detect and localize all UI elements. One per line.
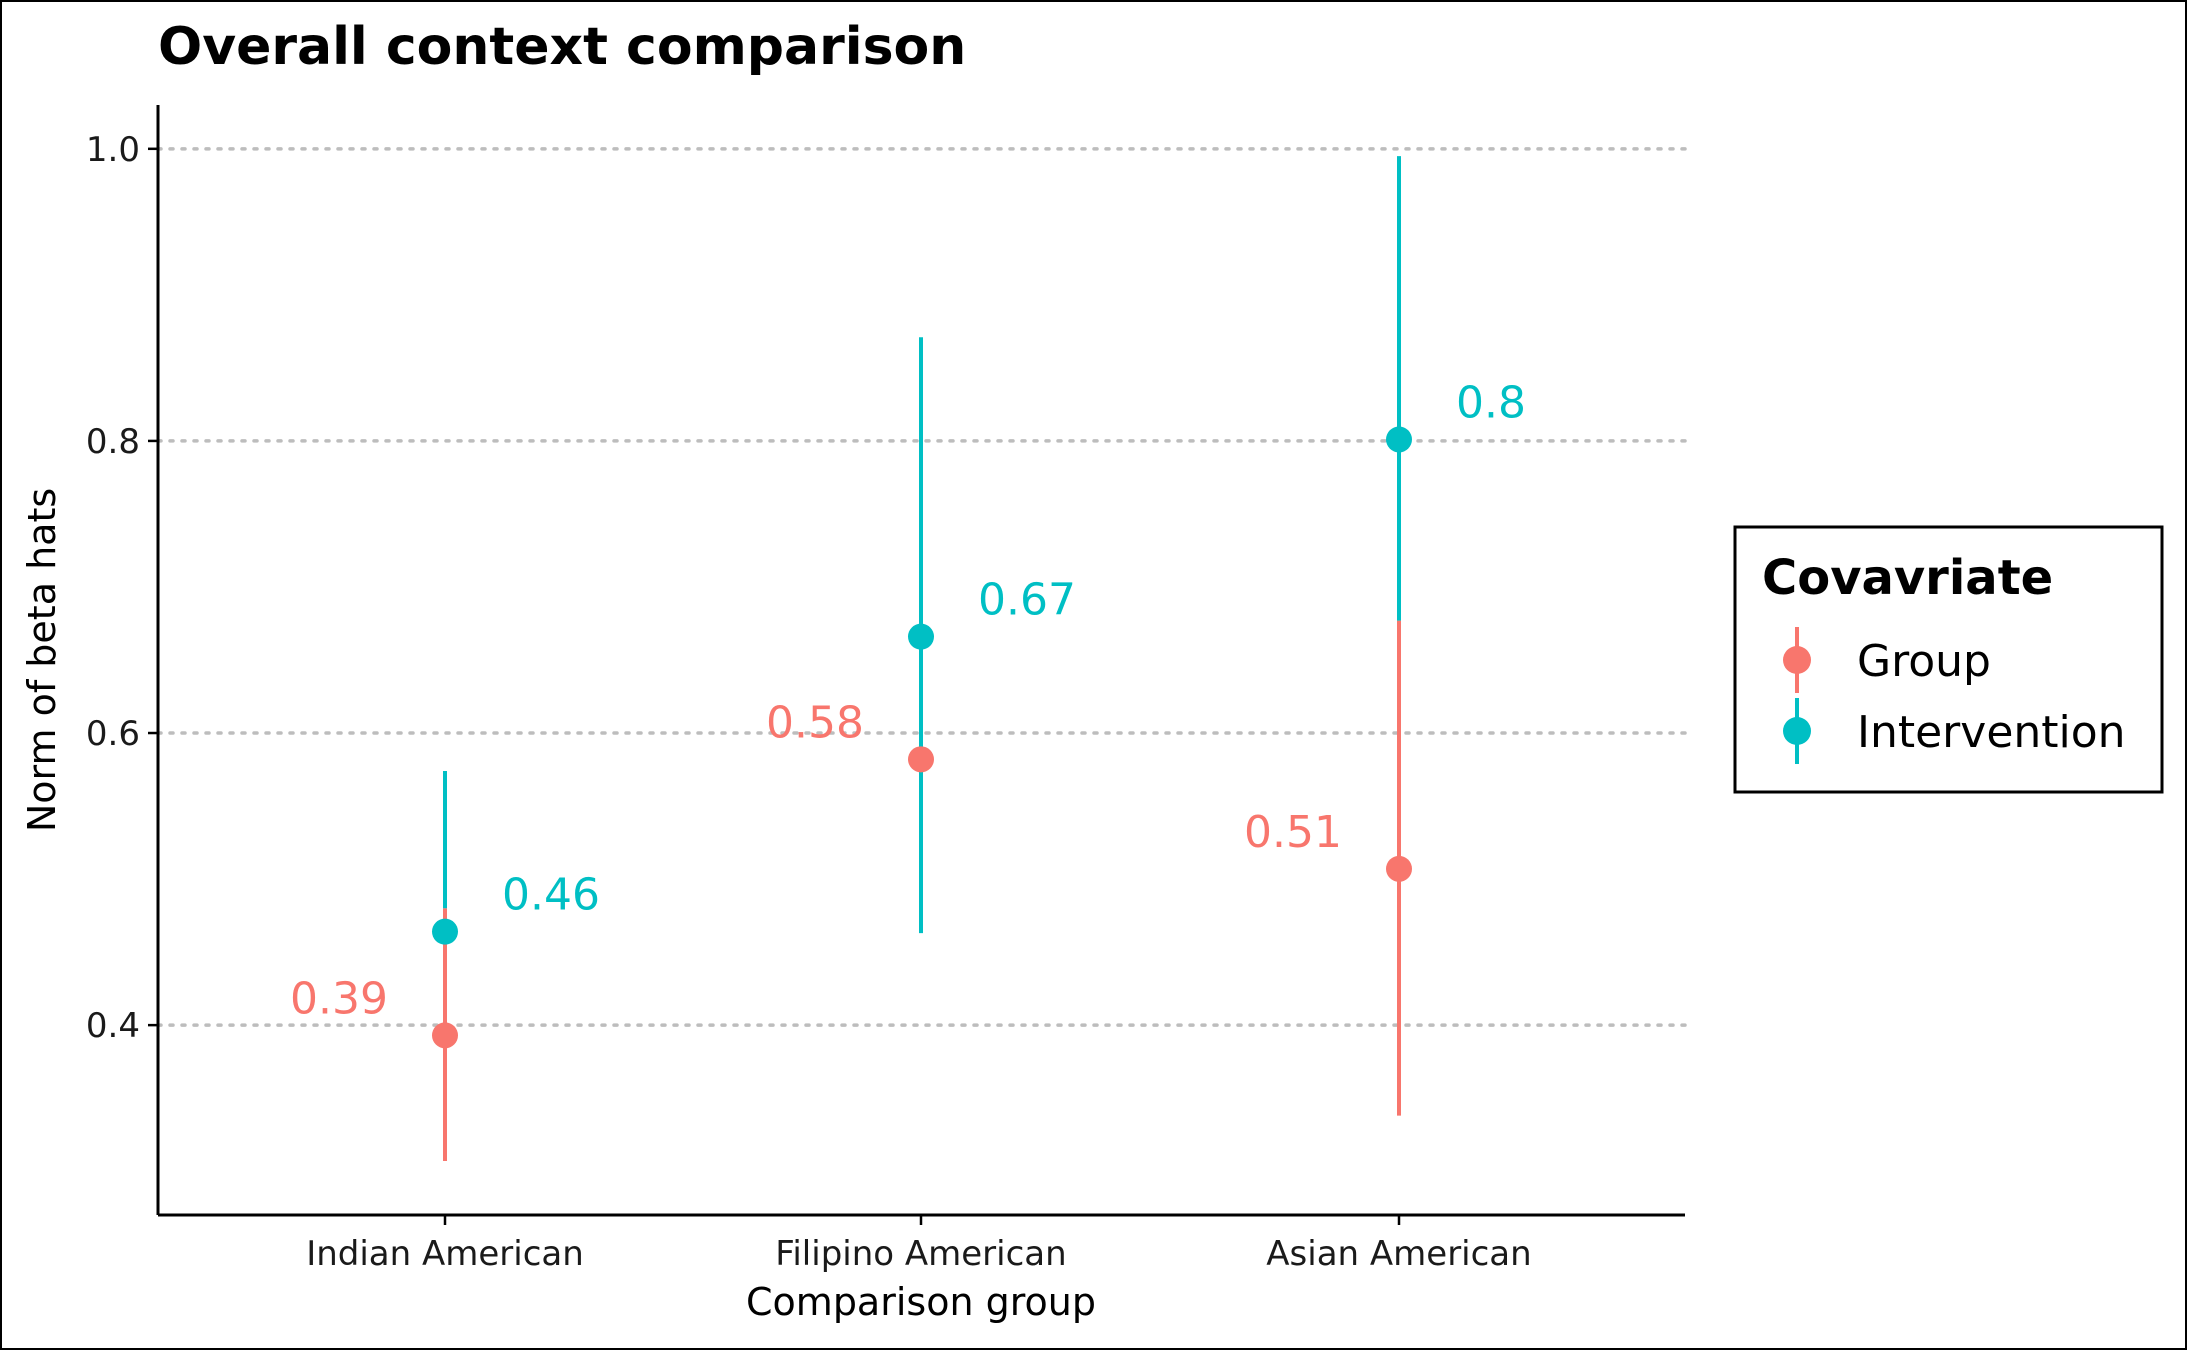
point-group — [908, 746, 934, 773]
grid-layer — [156, 147, 1687, 1027]
axis-layer: 0.4 0.6 0.8 1.0 Indian American Filipino Amer… — [86, 105, 1685, 1274]
data-label-intervention: 0.67 — [978, 575, 1076, 626]
x-tick-label: Indian American — [306, 1234, 584, 1274]
point-intervention — [908, 623, 934, 650]
point-group — [432, 1022, 458, 1049]
y-axis-title: Norm of beta hats — [20, 488, 64, 832]
data-label-group: 0.58 — [766, 697, 864, 748]
y-tick-label: 1.0 — [86, 130, 140, 170]
legend: Covavriate Group Intervention — [1733, 525, 2164, 794]
point-intervention — [432, 918, 458, 945]
legend-label-intervention: Intervention — [1857, 707, 2126, 758]
point-group — [1386, 855, 1412, 882]
y-tick-label: 0.6 — [86, 714, 140, 754]
legend-key-point — [1783, 717, 1811, 745]
y-tick-label: 0.8 — [86, 422, 140, 462]
y-tick-label: 0.4 — [86, 1006, 140, 1046]
x-tick-label: Filipino American — [775, 1234, 1066, 1274]
data-label-intervention: 0.8 — [1456, 377, 1526, 428]
legend-key-point — [1783, 646, 1811, 674]
legend-label-group: Group — [1857, 636, 1991, 687]
data-label-intervention: 0.46 — [502, 870, 600, 921]
legend-title: Covavriate — [1762, 550, 2053, 606]
marks-layer: 0.39 0.58 0.51 0.46 0.67 0.8 — [290, 156, 1526, 1161]
point-intervention — [1386, 426, 1412, 453]
data-label-group: 0.39 — [290, 973, 388, 1024]
chart-title: Overall context comparison — [158, 17, 966, 77]
x-tick-label: Asian American — [1266, 1234, 1531, 1274]
x-axis-title: Comparison group — [746, 1280, 1096, 1324]
data-label-group: 0.51 — [1244, 807, 1342, 858]
